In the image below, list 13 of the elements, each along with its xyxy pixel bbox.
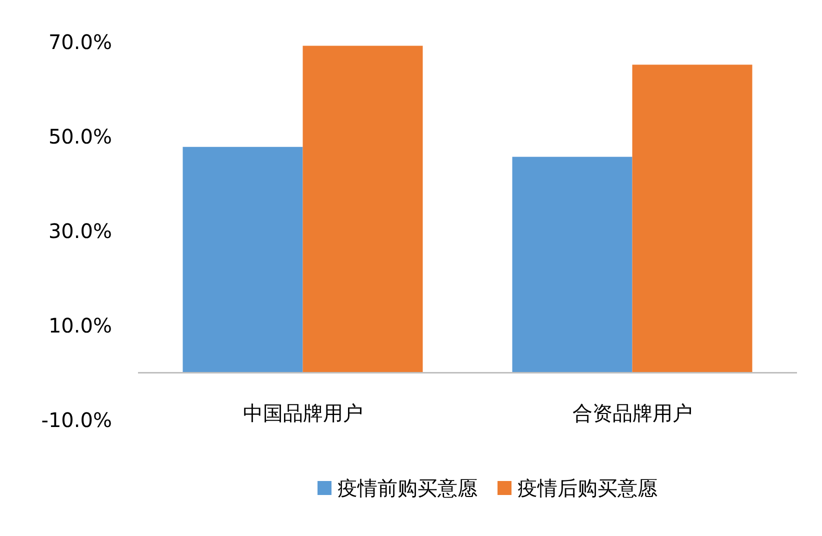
y-tick-label: 30.0% [48,219,112,243]
y-tick-label: -10.0% [41,408,112,432]
bar [182,146,303,373]
y-tick-label: 70.0% [48,30,112,54]
bar [512,156,632,373]
legend-label: 疫情前购买意愿 [338,476,478,500]
y-tick-label: 50.0% [48,124,112,148]
y-tick-label: 10.0% [48,314,112,338]
x-tick-label: 合资品牌用户 [572,400,692,425]
legend-label: 疫情后购买意愿 [518,476,658,500]
bar [632,64,752,373]
bar [302,46,423,373]
x-tick-label: 中国品牌用户 [242,400,363,425]
